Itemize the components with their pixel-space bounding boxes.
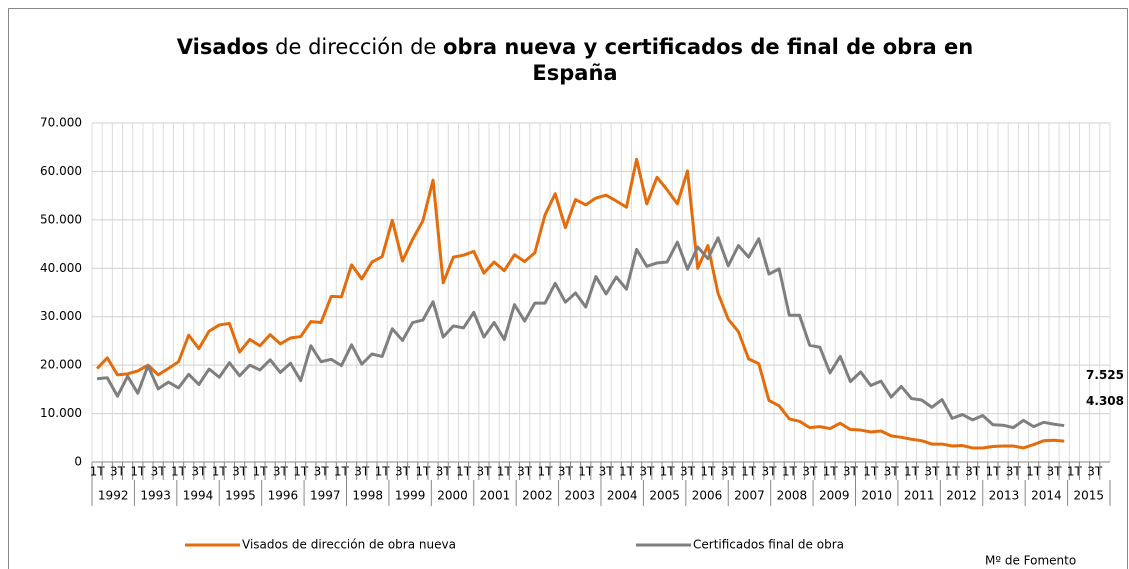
year-label: 2000 xyxy=(437,489,468,503)
year-label: 2007 xyxy=(734,489,765,503)
x-tick-label: 1T xyxy=(293,465,309,479)
x-tick-label: 1T xyxy=(212,465,228,479)
data-label: 4.308 xyxy=(1086,394,1124,408)
year-label: 1998 xyxy=(352,489,383,503)
legend-label: Visados de dirección de obra nueva xyxy=(242,538,456,552)
year-label: 2003 xyxy=(565,489,596,503)
y-tick-label: 30.000 xyxy=(40,309,82,323)
year-label: 1999 xyxy=(395,489,426,503)
x-tick-label: 3T xyxy=(680,465,696,479)
x-tick-label: 1T xyxy=(334,465,350,479)
x-tick-label: 1T xyxy=(456,465,472,479)
legend-label: Certificados final de obra xyxy=(693,538,844,552)
x-tick-label: 3T xyxy=(721,465,737,479)
x-tick-label: 1T xyxy=(415,465,431,479)
year-label: 2006 xyxy=(692,489,723,503)
x-tick-label: 1T xyxy=(578,465,594,479)
year-label: 1994 xyxy=(183,489,214,503)
x-tick-label: 1T xyxy=(741,465,757,479)
x-tick-label: 3T xyxy=(232,465,248,479)
chart-title: Visados de dirección de obra nueva y cer… xyxy=(140,34,1010,86)
year-label: 1995 xyxy=(225,489,256,503)
year-label: 2010 xyxy=(861,489,892,503)
x-tick-label: 3T xyxy=(354,465,370,479)
x-tick-label: 3T xyxy=(436,465,452,479)
x-tick-label: 3T xyxy=(517,465,533,479)
x-tick-label: 1T xyxy=(1026,465,1042,479)
year-label: 2014 xyxy=(1031,489,1062,503)
x-tick-label: 1T xyxy=(375,465,391,479)
x-tick-label: 1T xyxy=(538,465,554,479)
year-label: 1996 xyxy=(268,489,299,503)
x-tick-label: 3T xyxy=(924,465,940,479)
x-tick-label: 3T xyxy=(476,465,492,479)
title-part: obra nueva y certificados de final de ob… xyxy=(443,35,981,85)
frame xyxy=(8,8,1128,569)
x-tick-label: 1T xyxy=(90,465,106,479)
y-tick-label: 50.000 xyxy=(40,212,82,226)
x-tick-label: 3T xyxy=(1006,465,1022,479)
x-tick-label: 3T xyxy=(761,465,777,479)
data-label: 7.525 xyxy=(1086,368,1124,382)
x-tick-label: 3T xyxy=(1087,465,1103,479)
year-label: 1997 xyxy=(310,489,341,503)
year-label: 1992 xyxy=(98,489,129,503)
x-tick-label: 3T xyxy=(599,465,615,479)
x-tick-label: 1T xyxy=(171,465,187,479)
year-label: 2001 xyxy=(480,489,511,503)
x-tick-label: 3T xyxy=(884,465,900,479)
x-tick-label: 3T xyxy=(1047,465,1063,479)
year-label: 2008 xyxy=(777,489,808,503)
year-label: 2005 xyxy=(649,489,680,503)
year-label: 2013 xyxy=(989,489,1020,503)
x-tick-label: 3T xyxy=(151,465,167,479)
x-tick-label: 1T xyxy=(985,465,1001,479)
year-label: 2012 xyxy=(946,489,977,503)
y-tick-label: 70.000 xyxy=(40,116,82,130)
x-tick-label: 1T xyxy=(945,465,961,479)
x-tick-label: 3T xyxy=(273,465,289,479)
title-part: de dirección de xyxy=(268,35,444,59)
y-tick-label: 0 xyxy=(74,455,82,469)
year-label: 2011 xyxy=(904,489,935,503)
source: Mº de Fomento xyxy=(985,554,1076,568)
x-tick-label: 3T xyxy=(191,465,207,479)
x-tick-label: 1T xyxy=(130,465,146,479)
series-line xyxy=(96,157,1065,450)
year-label: 1993 xyxy=(140,489,171,503)
x-tick-label: 1T xyxy=(863,465,879,479)
title-part: Visados xyxy=(176,35,269,59)
x-tick-label: 1T xyxy=(700,465,716,479)
y-tick-label: 20.000 xyxy=(40,358,82,372)
x-tick-label: 3T xyxy=(314,465,330,479)
x-tick-label: 1T xyxy=(1067,465,1083,479)
y-tick-label: 60.000 xyxy=(40,164,82,178)
x-tick-label: 3T xyxy=(843,465,859,479)
x-tick-label: 1T xyxy=(619,465,635,479)
x-tick-label: 3T xyxy=(639,465,655,479)
year-label: 2009 xyxy=(819,489,850,503)
x-tick-label: 3T xyxy=(558,465,574,479)
y-tick-label: 40.000 xyxy=(40,261,82,275)
x-tick-label: 3T xyxy=(965,465,981,479)
x-tick-label: 3T xyxy=(110,465,126,479)
year-label: 2004 xyxy=(607,489,638,503)
x-tick-label: 3T xyxy=(802,465,818,479)
series-line xyxy=(96,236,1065,430)
x-tick-label: 1T xyxy=(782,465,798,479)
x-tick-label: 1T xyxy=(252,465,268,479)
x-tick-label: 1T xyxy=(660,465,676,479)
y-tick-label: 10.000 xyxy=(40,406,82,420)
year-label: 2002 xyxy=(522,489,553,503)
x-tick-label: 1T xyxy=(904,465,920,479)
x-tick-label: 1T xyxy=(497,465,513,479)
x-tick-label: 1T xyxy=(823,465,839,479)
x-tick-label: 3T xyxy=(395,465,411,479)
year-label: 2015 xyxy=(1074,489,1105,503)
